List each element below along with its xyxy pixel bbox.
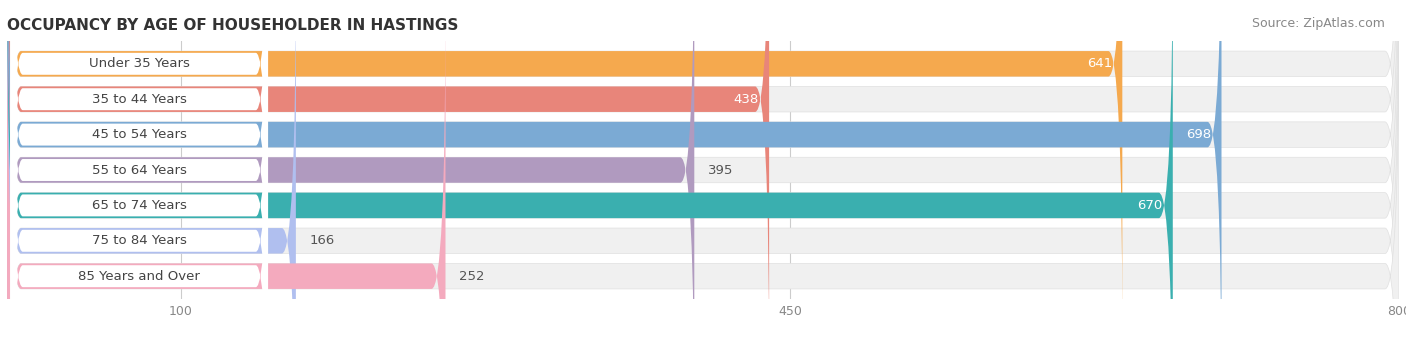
Text: OCCUPANCY BY AGE OF HOUSEHOLDER IN HASTINGS: OCCUPANCY BY AGE OF HOUSEHOLDER IN HASTI… xyxy=(7,18,458,33)
Text: 65 to 74 Years: 65 to 74 Years xyxy=(91,199,187,212)
FancyBboxPatch shape xyxy=(7,0,1399,340)
Text: 166: 166 xyxy=(309,234,335,247)
Text: Under 35 Years: Under 35 Years xyxy=(89,57,190,70)
Text: 641: 641 xyxy=(1087,57,1112,70)
FancyBboxPatch shape xyxy=(7,0,1222,340)
FancyBboxPatch shape xyxy=(7,0,295,340)
FancyBboxPatch shape xyxy=(10,0,269,301)
Text: 395: 395 xyxy=(709,164,734,176)
Text: 55 to 64 Years: 55 to 64 Years xyxy=(91,164,187,176)
Text: 252: 252 xyxy=(460,270,485,283)
Text: 85 Years and Over: 85 Years and Over xyxy=(79,270,200,283)
Text: 45 to 54 Years: 45 to 54 Years xyxy=(91,128,187,141)
FancyBboxPatch shape xyxy=(10,39,269,340)
FancyBboxPatch shape xyxy=(7,0,1399,340)
Text: Source: ZipAtlas.com: Source: ZipAtlas.com xyxy=(1251,17,1385,30)
FancyBboxPatch shape xyxy=(7,6,446,340)
FancyBboxPatch shape xyxy=(7,6,1399,340)
FancyBboxPatch shape xyxy=(7,0,769,340)
FancyBboxPatch shape xyxy=(7,0,1399,340)
FancyBboxPatch shape xyxy=(7,0,1399,334)
FancyBboxPatch shape xyxy=(10,0,269,336)
FancyBboxPatch shape xyxy=(7,0,695,340)
FancyBboxPatch shape xyxy=(10,0,269,340)
FancyBboxPatch shape xyxy=(10,4,269,340)
Text: 438: 438 xyxy=(734,93,759,106)
FancyBboxPatch shape xyxy=(7,0,1399,340)
Text: 698: 698 xyxy=(1185,128,1211,141)
FancyBboxPatch shape xyxy=(7,0,1122,334)
FancyBboxPatch shape xyxy=(7,0,1173,340)
FancyBboxPatch shape xyxy=(10,0,269,340)
FancyBboxPatch shape xyxy=(10,0,269,340)
Text: 670: 670 xyxy=(1137,199,1163,212)
Text: 75 to 84 Years: 75 to 84 Years xyxy=(91,234,187,247)
Text: 35 to 44 Years: 35 to 44 Years xyxy=(91,93,187,106)
FancyBboxPatch shape xyxy=(7,0,1399,340)
